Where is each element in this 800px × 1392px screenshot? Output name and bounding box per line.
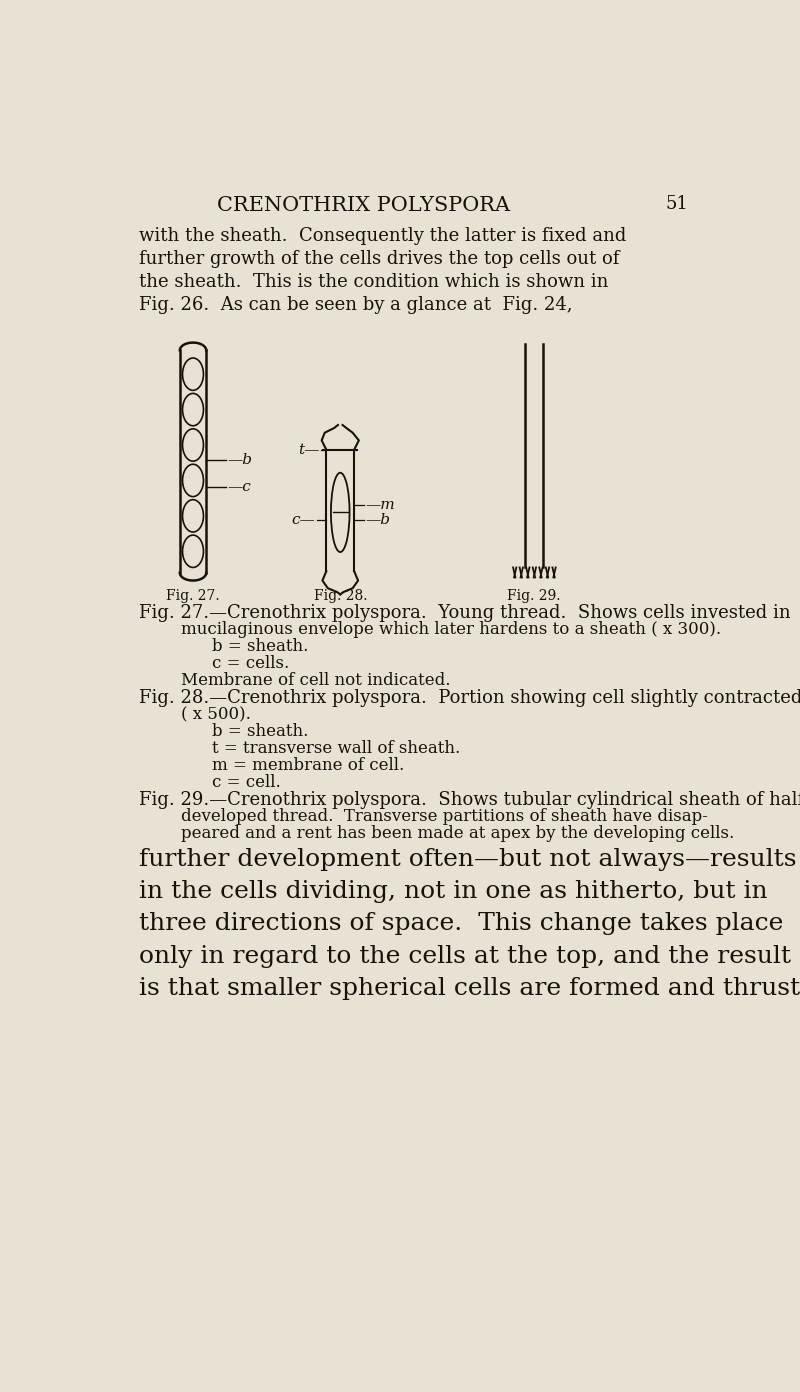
Text: 51: 51	[666, 195, 689, 213]
Text: in the cells dividing, not in one as hitherto, but in: in the cells dividing, not in one as hit…	[138, 880, 767, 903]
Text: Membrane of cell not indicated.: Membrane of cell not indicated.	[182, 672, 451, 689]
Text: three directions of space.  This change takes place: three directions of space. This change t…	[138, 912, 783, 935]
Text: developed thread.  Transverse partitions of sheath have disap-: developed thread. Transverse partitions …	[182, 807, 708, 824]
Text: c—: c—	[292, 514, 315, 528]
Text: only in regard to the cells at the top, and the result: only in regard to the cells at the top, …	[138, 945, 790, 967]
Text: Fig. 26.  As can be seen by a glance at  Fig. 24,: Fig. 26. As can be seen by a glance at F…	[138, 296, 572, 315]
Text: —b: —b	[227, 452, 252, 466]
Text: is that smaller spherical cells are formed and thrust: is that smaller spherical cells are form…	[138, 977, 800, 999]
Text: with the sheath.  Consequently the latter is fixed and: with the sheath. Consequently the latter…	[138, 227, 626, 245]
Text: peared and a rent has been made at apex by the developing cells.: peared and a rent has been made at apex …	[182, 824, 734, 842]
Text: CRENOTHRIX POLYSPORA: CRENOTHRIX POLYSPORA	[217, 196, 510, 216]
Text: the sheath.  This is the condition which is shown in: the sheath. This is the condition which …	[138, 273, 608, 291]
Text: m = membrane of cell.: m = membrane of cell.	[212, 757, 405, 774]
Text: b = sheath.: b = sheath.	[212, 639, 309, 656]
Text: Fig. 27.—Crenothrix polyspora.  Young thread.  Shows cells invested in: Fig. 27.—Crenothrix polyspora. Young thr…	[138, 604, 790, 622]
Text: b = sheath.: b = sheath.	[212, 722, 309, 741]
Text: —m: —m	[365, 498, 395, 512]
Text: c = cells.: c = cells.	[212, 656, 290, 672]
Text: further development often—but not always—results: further development often—but not always…	[138, 848, 796, 871]
Text: ( x 500).: ( x 500).	[182, 706, 251, 722]
Text: mucilaginous envelope which later hardens to a sheath ( x 300).: mucilaginous envelope which later harden…	[182, 621, 722, 639]
Text: Fig. 28.: Fig. 28.	[314, 589, 367, 603]
Text: Fig. 28.—Crenothrix polyspora.  Portion showing cell slightly contracted: Fig. 28.—Crenothrix polyspora. Portion s…	[138, 689, 800, 707]
Text: Fig. 27.: Fig. 27.	[166, 589, 220, 603]
Text: t = transverse wall of sheath.: t = transverse wall of sheath.	[212, 741, 461, 757]
Text: —b: —b	[365, 514, 390, 528]
Text: —c: —c	[227, 480, 251, 494]
Text: t—: t—	[298, 443, 319, 457]
Text: further growth of the cells drives the top cells out of: further growth of the cells drives the t…	[138, 251, 619, 269]
Text: c = cell.: c = cell.	[212, 774, 281, 791]
Text: Fig. 29.: Fig. 29.	[507, 589, 561, 603]
Text: Fig. 29.—Crenothrix polyspora.  Shows tubular cylindrical sheath of half-: Fig. 29.—Crenothrix polyspora. Shows tub…	[138, 791, 800, 809]
